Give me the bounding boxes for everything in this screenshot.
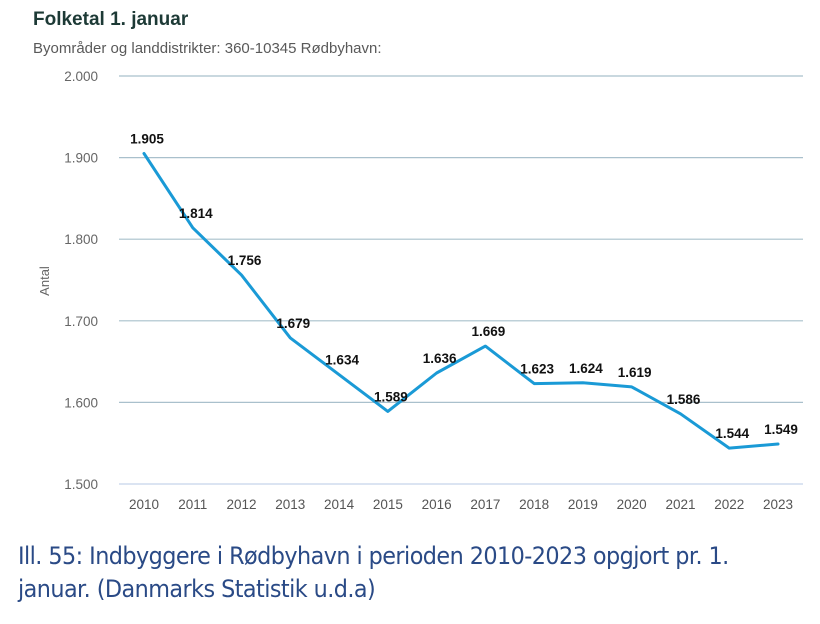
x-tick-label: 2017 bbox=[470, 497, 500, 512]
y-tick-label: 1.500 bbox=[64, 477, 98, 492]
data-label: 1.549 bbox=[764, 422, 798, 437]
data-label: 1.624 bbox=[569, 361, 603, 376]
data-label: 1.634 bbox=[325, 353, 359, 368]
x-tick-label: 2015 bbox=[373, 497, 403, 512]
x-tick-label: 2021 bbox=[665, 497, 695, 512]
x-axis-ticks: 2010 2011 2012 2013 2014 2015 2016 2017 2018 2019… bbox=[129, 497, 793, 512]
y-axis-label: Antal bbox=[37, 266, 52, 296]
data-label: 1.544 bbox=[715, 426, 749, 441]
y-tick-label: 1.600 bbox=[64, 395, 98, 410]
caption-line-1: Ill. 55: Indbyggere i Rødbyhavn i period… bbox=[18, 542, 729, 570]
data-label: 1.679 bbox=[276, 316, 310, 331]
data-label: 1.905 bbox=[130, 132, 164, 147]
y-tick-label: 2.000 bbox=[64, 69, 98, 84]
y-axis-ticks: 1.500 1.600 1.700 1.800 1.900 2.000 bbox=[64, 69, 98, 492]
figure-caption: Ill. 55: Indbyggere i Rødbyhavn i period… bbox=[18, 540, 753, 606]
x-tick-label: 2011 bbox=[178, 497, 207, 512]
x-tick-label: 2023 bbox=[763, 497, 793, 512]
x-tick-label: 2014 bbox=[324, 497, 355, 512]
x-tick-label: 2012 bbox=[227, 497, 257, 512]
data-label: 1.669 bbox=[471, 324, 505, 339]
gridlines bbox=[119, 75, 803, 485]
data-label: 1.589 bbox=[374, 389, 408, 404]
chart-title: Folketal 1. januar bbox=[33, 9, 189, 30]
x-tick-label: 2019 bbox=[568, 497, 598, 512]
series-line bbox=[142, 152, 780, 450]
x-tick-label: 2016 bbox=[422, 497, 452, 512]
data-labels: 1.905 1.814 1.756 1.679 1.634 1.589 1.636 1.669… bbox=[130, 132, 798, 442]
data-label: 1.586 bbox=[667, 392, 701, 407]
y-tick-label: 1.800 bbox=[64, 232, 98, 247]
x-tick-label: 2013 bbox=[275, 497, 305, 512]
caption-line-2: januar. (Danmarks Statistik u.d.a) bbox=[18, 575, 376, 603]
data-label: 1.756 bbox=[228, 253, 262, 268]
y-tick-label: 1.900 bbox=[64, 151, 98, 166]
y-tick-label: 1.700 bbox=[64, 314, 98, 329]
data-label: 1.619 bbox=[618, 365, 652, 380]
x-tick-label: 2010 bbox=[129, 497, 159, 512]
x-tick-label: 2020 bbox=[617, 497, 647, 512]
x-tick-label: 2022 bbox=[714, 497, 744, 512]
data-label: 1.814 bbox=[179, 206, 213, 221]
x-tick-label: 2018 bbox=[519, 497, 549, 512]
chart-subtitle: Byområder og landdistrikter: 360-10345 R… bbox=[33, 40, 382, 57]
series-line-group bbox=[142, 152, 780, 450]
data-label: 1.636 bbox=[423, 351, 457, 366]
data-label: 1.623 bbox=[520, 362, 554, 377]
